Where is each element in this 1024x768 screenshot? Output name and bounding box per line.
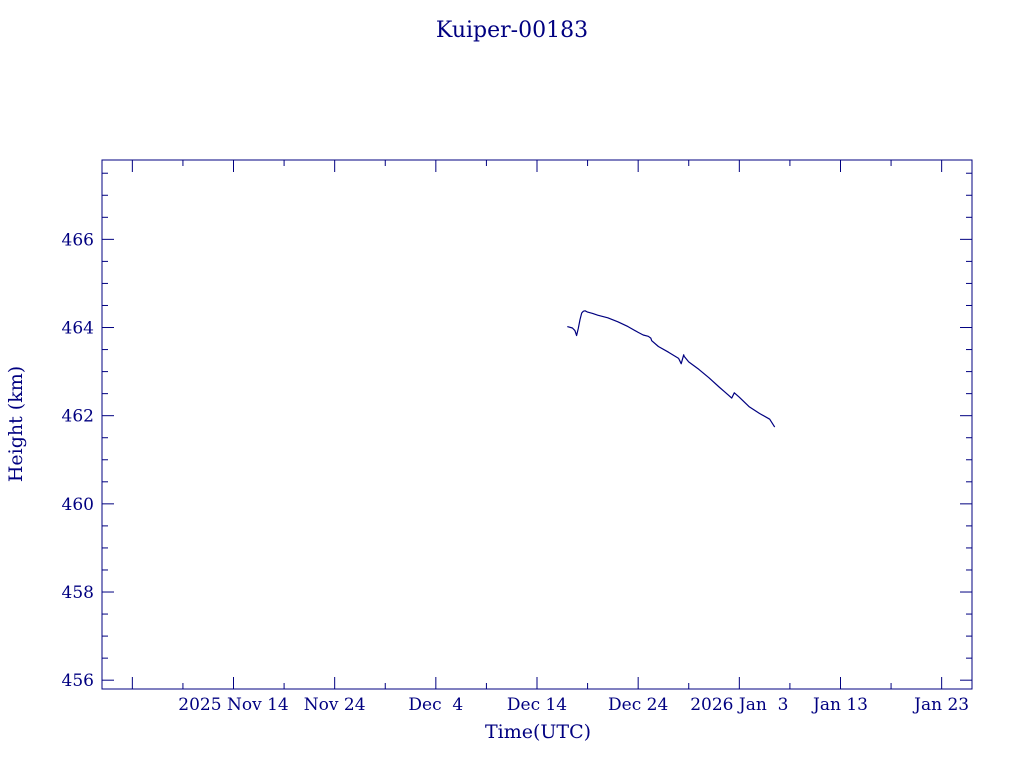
x-axis-label: Time(UTC): [485, 721, 591, 743]
y-tick-label: 466: [62, 230, 94, 250]
x-tick-label: Jan 23: [912, 695, 969, 715]
y-tick-label: 464: [62, 319, 94, 339]
x-tick-label: Jan 13: [811, 695, 868, 715]
x-tick-label: Dec 4: [408, 695, 463, 715]
series-line: [567, 310, 776, 428]
y-tick-label: 460: [62, 495, 94, 515]
data-series: [567, 310, 776, 428]
axis-ticks: [102, 160, 972, 689]
y-axis-label: Height (km): [5, 366, 27, 482]
y-tick-label: 458: [62, 583, 94, 603]
y-tick-label: 456: [62, 671, 94, 691]
chart-title: Kuiper-00183: [436, 18, 588, 43]
y-tick-labels: 456 458 460 462 464 466: [62, 230, 94, 691]
x-tick-label: 2025 Nov 14: [178, 695, 288, 715]
x-tick-label: Nov 24: [304, 695, 366, 715]
x-tick-labels: 2025 Nov 14 Nov 24 Dec 4 Dec 14 Dec 24 2026 J…: [178, 695, 969, 715]
x-tick-label: 2026 Jan 3: [690, 695, 788, 715]
x-tick-label: Dec 14: [507, 695, 567, 715]
y-tick-label: 462: [62, 407, 94, 427]
plot-frame: [101, 159, 973, 690]
x-tick-label: Dec 24: [608, 695, 668, 715]
